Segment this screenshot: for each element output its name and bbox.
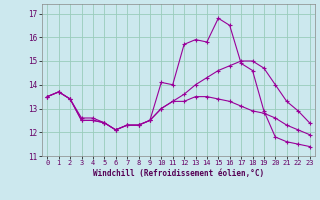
X-axis label: Windchill (Refroidissement éolien,°C): Windchill (Refroidissement éolien,°C) xyxy=(93,169,264,178)
